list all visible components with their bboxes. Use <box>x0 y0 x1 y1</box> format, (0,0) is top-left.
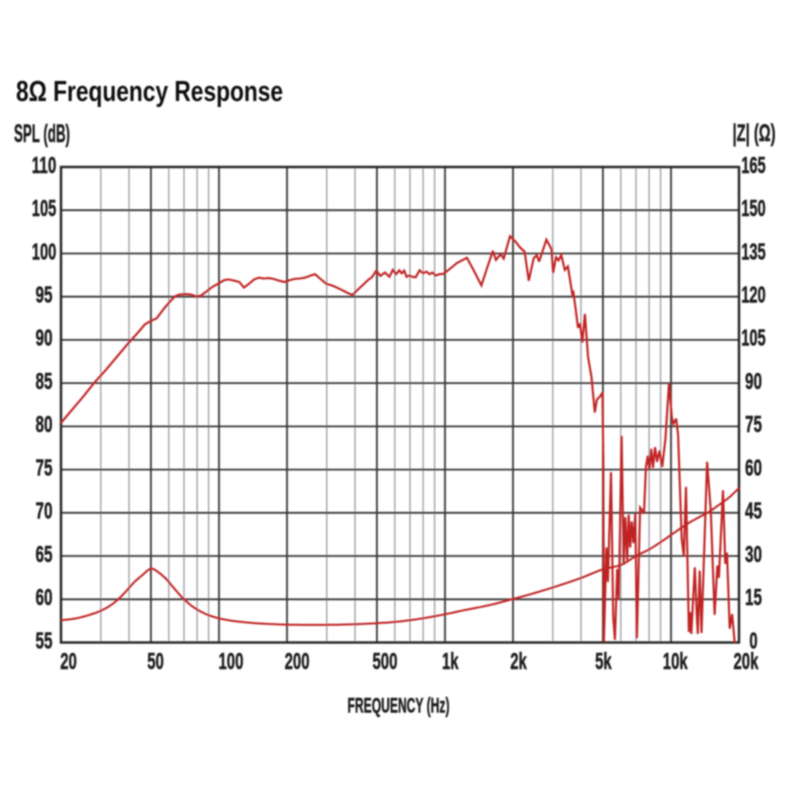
svg-text:2k: 2k <box>510 648 527 674</box>
svg-text:20k: 20k <box>734 648 759 674</box>
svg-text:90: 90 <box>36 325 53 351</box>
svg-text:75: 75 <box>36 454 53 480</box>
svg-text:15: 15 <box>745 584 762 610</box>
svg-text:FREQUENCY (Hz): FREQUENCY (Hz) <box>348 694 450 717</box>
svg-text:200: 200 <box>285 648 310 674</box>
svg-text:10k: 10k <box>663 648 688 674</box>
svg-text:110: 110 <box>32 152 57 178</box>
svg-text:5k: 5k <box>595 648 612 674</box>
svg-text:85: 85 <box>36 368 53 394</box>
svg-text:SPL (dB): SPL (dB) <box>14 120 70 148</box>
svg-text:60: 60 <box>36 584 53 610</box>
svg-text:90: 90 <box>745 368 762 394</box>
svg-text:65: 65 <box>36 541 53 567</box>
svg-text:20: 20 <box>60 648 77 674</box>
svg-text:100: 100 <box>32 238 57 264</box>
svg-text:95: 95 <box>36 282 53 308</box>
svg-text:105: 105 <box>32 195 57 221</box>
svg-text:105: 105 <box>741 325 766 351</box>
svg-text:8Ω Frequency Response: 8Ω Frequency Response <box>16 76 283 108</box>
svg-text:165: 165 <box>741 152 766 178</box>
svg-text:60: 60 <box>745 454 762 480</box>
svg-text:100: 100 <box>219 648 244 674</box>
svg-text:55: 55 <box>36 627 53 653</box>
svg-text:50: 50 <box>147 648 164 674</box>
svg-text:70: 70 <box>36 498 53 524</box>
svg-text:1k: 1k <box>442 648 459 674</box>
svg-text:135: 135 <box>741 238 766 264</box>
svg-text:150: 150 <box>741 195 766 221</box>
svg-text:|Z| (Ω): |Z| (Ω) <box>733 120 776 147</box>
svg-text:0: 0 <box>749 627 757 653</box>
svg-text:30: 30 <box>745 541 762 567</box>
svg-text:75: 75 <box>745 411 762 437</box>
svg-text:80: 80 <box>36 411 53 437</box>
svg-text:45: 45 <box>745 498 762 524</box>
svg-text:120: 120 <box>741 282 766 308</box>
svg-text:500: 500 <box>373 648 398 674</box>
